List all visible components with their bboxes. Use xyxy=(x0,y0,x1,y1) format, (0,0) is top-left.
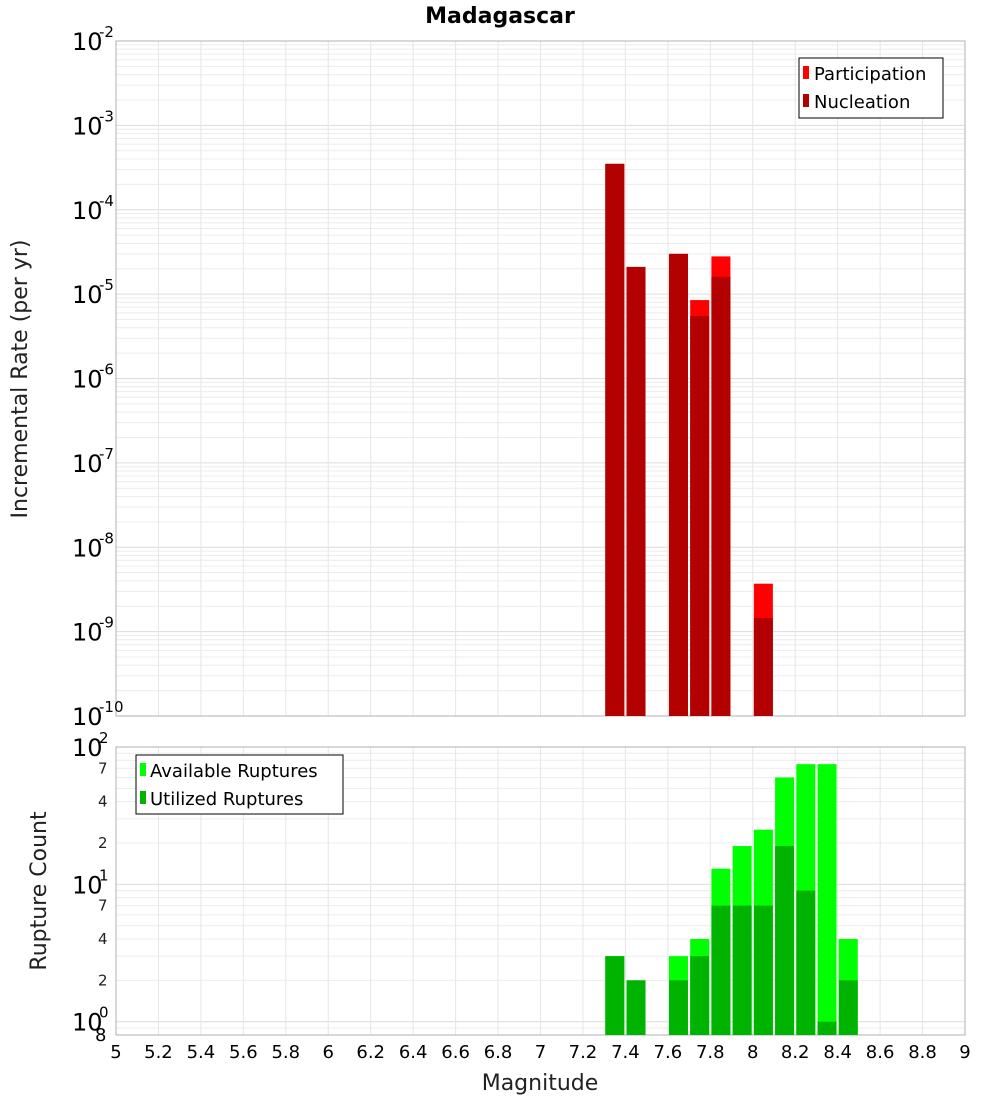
bar-nucleation xyxy=(690,316,710,716)
legend-swatch-utilized-ruptures xyxy=(140,791,146,804)
bottom-legend-box xyxy=(135,754,344,815)
bar-utilized-ruptures xyxy=(711,905,731,1035)
legend-label-nucleation: Nucleation xyxy=(814,92,910,113)
legend-label-participation: Participation xyxy=(814,64,926,85)
x-axis-ticks: 5 5.2 5.4 5.6 5.8 6 6.2 6.4 6.6 6.8 7 7.2 7.4 7.6 7.8 8… xyxy=(110,1042,970,1063)
y-tick-label: 10 xyxy=(72,534,103,562)
legend-swatch-participation xyxy=(803,66,809,79)
y-tick-label: 10 xyxy=(72,197,103,225)
x-tick-label: 8.4 xyxy=(823,1042,852,1063)
y-tick-exponent: -6 xyxy=(99,361,114,379)
x-tick-label: 5.4 xyxy=(187,1042,216,1063)
x-tick-label: 9 xyxy=(959,1042,970,1063)
bottom-legend: Available Ruptures Utilized Ruptures xyxy=(135,754,344,815)
x-tick-label: 5 xyxy=(110,1042,121,1063)
top-plot-grid xyxy=(115,41,966,717)
y-minor-tick-label: 4 xyxy=(98,793,108,811)
bar-utilized-ruptures xyxy=(732,905,752,1035)
chart-title: Madagascar xyxy=(425,4,575,29)
top-plot-bars xyxy=(605,163,773,717)
y-tick-exponent: -7 xyxy=(99,445,114,463)
bottom-plot-bars xyxy=(605,764,858,1035)
x-tick-label: 5.2 xyxy=(144,1042,173,1063)
bar-utilized-ruptures xyxy=(838,980,858,1035)
x-tick-label: 7.6 xyxy=(654,1042,683,1063)
y-minor-tick-label: 2 xyxy=(98,971,108,989)
y-tick-exponent: 1 xyxy=(99,866,109,884)
y-tick-exponent: -8 xyxy=(99,529,114,547)
y-tick-exponent: 0 xyxy=(99,1004,109,1022)
x-tick-label: 8.6 xyxy=(866,1042,895,1063)
x-tick-label: 7 xyxy=(535,1042,546,1063)
bar-available-ruptures xyxy=(817,764,837,1035)
y-tick-label: 10 xyxy=(72,619,103,647)
x-tick-label: 6.6 xyxy=(441,1042,470,1063)
bar-nucleation xyxy=(605,163,625,717)
y-tick-exponent: -2 xyxy=(99,23,114,41)
bar-nucleation xyxy=(626,266,646,716)
top-legend: Participation Nucleation xyxy=(798,57,944,119)
x-axis-label: Magnitude xyxy=(482,1071,599,1096)
bar-utilized-ruptures xyxy=(775,846,795,1035)
y-tick-label: 10 xyxy=(72,112,103,140)
x-tick-label: 7.2 xyxy=(569,1042,598,1063)
x-tick-label: 7.8 xyxy=(696,1042,725,1063)
bottom-y-axis-label: Rupture Count xyxy=(27,811,52,971)
x-tick-label: 8.8 xyxy=(908,1042,937,1063)
bar-utilized-ruptures xyxy=(796,890,816,1035)
bar-utilized-ruptures xyxy=(605,956,625,1035)
top-legend-box xyxy=(798,57,944,119)
y-minor-tick-label: 7 xyxy=(98,759,108,777)
legend-label-utilized-ruptures: Utilized Ruptures xyxy=(150,789,303,810)
top-y-axis-label: Incremental Rate (per yr) xyxy=(8,240,33,519)
y-tick-label: 10 xyxy=(72,450,103,478)
top-plot-area xyxy=(115,40,966,717)
y-tick-exponent: 2 xyxy=(99,729,109,747)
x-tick-label: 5.6 xyxy=(229,1042,258,1063)
x-tick-label: 6.2 xyxy=(356,1042,385,1063)
y-tick-label: 10 xyxy=(72,734,103,762)
y-minor-tick-label: 7 xyxy=(98,897,108,915)
legend-label-available-ruptures: Available Ruptures xyxy=(150,761,318,782)
y-tick-label: 10 xyxy=(72,281,103,309)
y-tick-label: 10 xyxy=(72,1009,103,1037)
legend-swatch-nucleation xyxy=(803,94,809,107)
y-tick-label: 10 xyxy=(72,703,103,731)
bottom-plot-area xyxy=(115,746,966,1036)
legend-swatch-available-ruptures xyxy=(140,763,146,776)
y-tick-label: 10 xyxy=(72,871,103,899)
bar-nucleation xyxy=(668,253,688,716)
bar-nucleation xyxy=(753,618,773,716)
y-tick-label: 10 xyxy=(72,366,103,394)
x-tick-label: 6.4 xyxy=(399,1042,428,1063)
bar-utilized-ruptures xyxy=(668,980,688,1035)
x-tick-label: 7.4 xyxy=(611,1042,640,1063)
y-minor-tick-label: 2 xyxy=(98,834,108,852)
y-tick-exponent: -10 xyxy=(99,698,124,716)
y-tick-exponent: -9 xyxy=(99,614,114,632)
x-tick-label: 8 xyxy=(747,1042,758,1063)
y-tick-exponent: -5 xyxy=(99,276,114,294)
x-tick-label: 6 xyxy=(323,1042,334,1063)
bar-utilized-ruptures xyxy=(626,980,646,1035)
y-minor-tick-label: 4 xyxy=(98,930,108,948)
bar-utilized-ruptures xyxy=(753,905,773,1035)
y-minor-tick-label: 8 xyxy=(95,1025,106,1046)
y-tick-label: 10 xyxy=(72,28,103,56)
bar-nucleation xyxy=(711,276,731,716)
y-tick-exponent: -3 xyxy=(99,107,114,125)
y-tick-exponent: -4 xyxy=(99,192,114,210)
x-tick-label: 5.8 xyxy=(271,1042,300,1063)
x-tick-label: 8.2 xyxy=(781,1042,810,1063)
bar-utilized-ruptures xyxy=(690,956,710,1035)
bar-utilized-ruptures xyxy=(817,1021,837,1035)
x-tick-label: 6.8 xyxy=(484,1042,513,1063)
